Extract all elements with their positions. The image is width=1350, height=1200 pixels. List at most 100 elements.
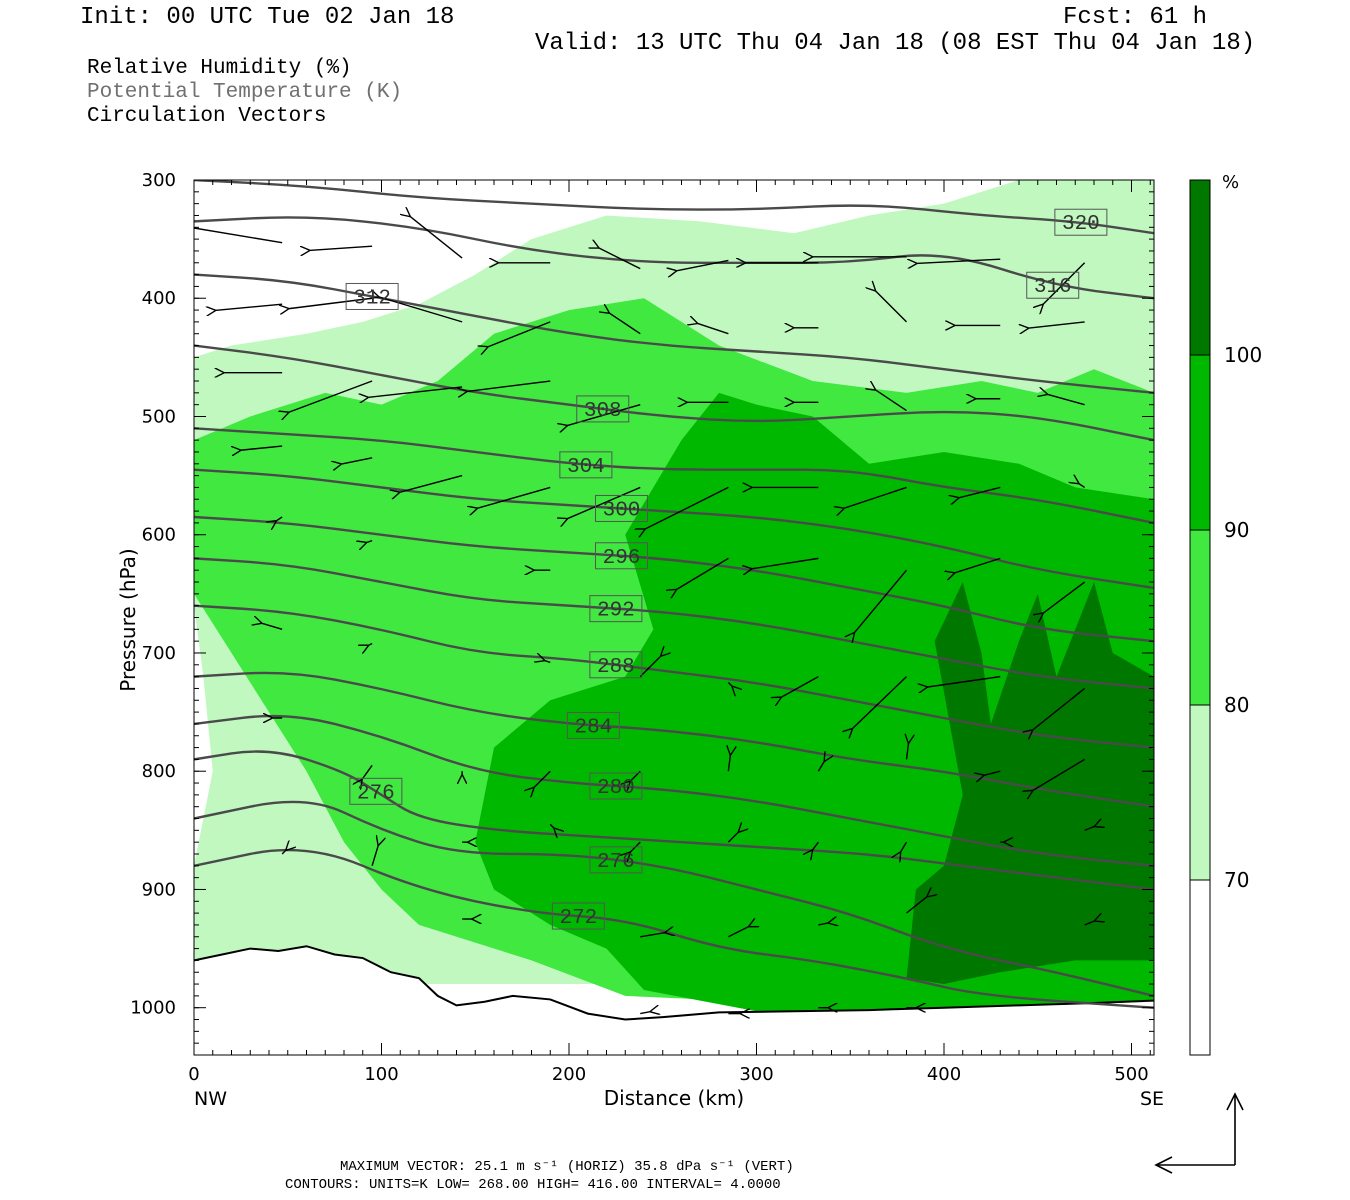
circulation-vector bbox=[954, 557, 1001, 573]
y-axis-title: Pressure (hPa) bbox=[116, 548, 140, 691]
colorbar-frame bbox=[1189, 179, 1211, 1056]
circulation-vector bbox=[533, 770, 551, 788]
circulation-vector bbox=[549, 823, 554, 828]
y-tick-label: 1000 bbox=[130, 998, 176, 1019]
theta-label-box bbox=[559, 451, 613, 479]
circulation-vector bbox=[341, 457, 373, 464]
terrain-line bbox=[194, 945, 1154, 1021]
circulation-vector bbox=[727, 832, 739, 843]
y-tick-label: 400 bbox=[142, 288, 176, 309]
theta-label-box bbox=[1026, 271, 1080, 299]
circulation-vector bbox=[640, 933, 665, 938]
y-tick-label: 800 bbox=[142, 761, 176, 782]
forecast-hour: Fcst: 61 h bbox=[1063, 4, 1208, 31]
theta-contour-292 bbox=[194, 557, 1154, 690]
circulation-vector bbox=[1043, 581, 1086, 614]
theta-label-text: 284 bbox=[574, 716, 612, 739]
theta-label-box bbox=[1054, 208, 1108, 236]
circulation-vector bbox=[281, 850, 286, 855]
axis-layer: 0 100 200 300 400 500 300 400 500 600 700 800 900 100… bbox=[130, 170, 1154, 1085]
rh-fill-layer bbox=[194, 180, 1154, 1012]
theta-contour-300 bbox=[194, 468, 1154, 590]
circulation-vector bbox=[399, 474, 463, 493]
circulation-vector bbox=[728, 926, 749, 938]
x-tick-label: 400 bbox=[927, 1064, 961, 1085]
x-tick-label: 100 bbox=[364, 1064, 398, 1085]
circulation-vector bbox=[410, 216, 463, 259]
colorbar-segment bbox=[1190, 880, 1210, 1055]
theta-label-280: 280 bbox=[589, 772, 643, 800]
circulation-vector bbox=[215, 303, 283, 310]
theta-label-box bbox=[589, 651, 643, 679]
circulation-vector bbox=[844, 486, 907, 508]
theta-label-text: 300 bbox=[603, 499, 641, 522]
theta-contour-272 bbox=[194, 848, 1154, 1009]
y-tick-label: 500 bbox=[142, 406, 176, 427]
colorbar-segment bbox=[1190, 355, 1210, 530]
circulation-vector bbox=[900, 841, 908, 853]
circulation-vector bbox=[958, 486, 1001, 498]
circulation-vector bbox=[1084, 826, 1096, 831]
reference-vector bbox=[1154, 1092, 1244, 1174]
circulation-vector bbox=[916, 259, 1001, 263]
circulation-vector bbox=[487, 321, 551, 347]
circulation-vector bbox=[371, 845, 378, 867]
theta-label-text: 308 bbox=[584, 400, 622, 423]
theta-contour-284 bbox=[194, 671, 1154, 808]
theta-contour-308 bbox=[194, 344, 1154, 442]
circulation-vector bbox=[1032, 758, 1085, 791]
circulation-vector bbox=[368, 386, 463, 398]
colorbar-segment bbox=[1190, 180, 1210, 355]
circulation-vector bbox=[676, 557, 729, 590]
x-tick-label: 200 bbox=[552, 1064, 586, 1085]
theta-label-320: 320 bbox=[1054, 208, 1108, 236]
circulation-vector bbox=[366, 539, 373, 543]
theta-label-300: 300 bbox=[595, 494, 648, 522]
circulation-vector bbox=[544, 660, 551, 664]
theta-label-text: 272 bbox=[559, 907, 597, 930]
theta-contour-312 bbox=[194, 273, 1154, 395]
circulation-vector bbox=[276, 516, 283, 521]
terrain-fill bbox=[194, 946, 1154, 1055]
theta-label-box bbox=[595, 542, 648, 570]
circulation-vector bbox=[852, 676, 907, 730]
theta-contour-316 bbox=[194, 216, 1154, 300]
circulation-vector bbox=[194, 228, 283, 244]
y-tick-label: 700 bbox=[142, 643, 176, 664]
x-tick-label: 0 bbox=[188, 1064, 199, 1085]
theta-contour-296 bbox=[194, 515, 1154, 643]
theta-label-276: 276 bbox=[589, 846, 643, 874]
colorbar-label: 70 bbox=[1224, 868, 1249, 892]
circulation-vector bbox=[639, 656, 661, 678]
legend-theta: Potential Temperature (K) bbox=[87, 81, 403, 104]
circulation-vector bbox=[728, 754, 730, 772]
circulation-vector bbox=[1032, 687, 1086, 730]
circulation-vector bbox=[640, 1012, 651, 1014]
circulation-vector bbox=[1078, 483, 1086, 489]
theta-label-text: 292 bbox=[597, 600, 635, 623]
theta-label-296: 296 bbox=[595, 542, 648, 570]
circulation-vector bbox=[676, 259, 729, 271]
theta-contour-320 bbox=[194, 180, 1154, 235]
theta-contour-304 bbox=[194, 427, 1154, 525]
colorbar-label: 80 bbox=[1224, 693, 1249, 717]
circulation-vector bbox=[875, 390, 907, 412]
theta-label-304: 304 bbox=[559, 451, 613, 479]
theta-label-text: 296 bbox=[603, 547, 641, 570]
theta-label-text: 304 bbox=[567, 456, 605, 479]
theta-label-text: 280 bbox=[597, 777, 635, 800]
theta-label-text: 276 bbox=[597, 851, 635, 874]
colorbar: 70 80 90 100 bbox=[1189, 179, 1262, 1056]
theta-contour-layer bbox=[194, 180, 1154, 1009]
circulation-vector bbox=[927, 675, 1001, 688]
y-tick-label: 300 bbox=[142, 170, 176, 191]
circulation-vector bbox=[906, 896, 928, 914]
colorbar-segment bbox=[1190, 530, 1210, 705]
circulation-vector bbox=[983, 770, 1001, 775]
theta-label-308: 308 bbox=[576, 395, 630, 423]
theta-label-box bbox=[551, 902, 605, 930]
x-tick-label: 300 bbox=[739, 1064, 773, 1085]
circulation-vector bbox=[781, 676, 819, 698]
circulation-vector bbox=[1047, 394, 1085, 406]
